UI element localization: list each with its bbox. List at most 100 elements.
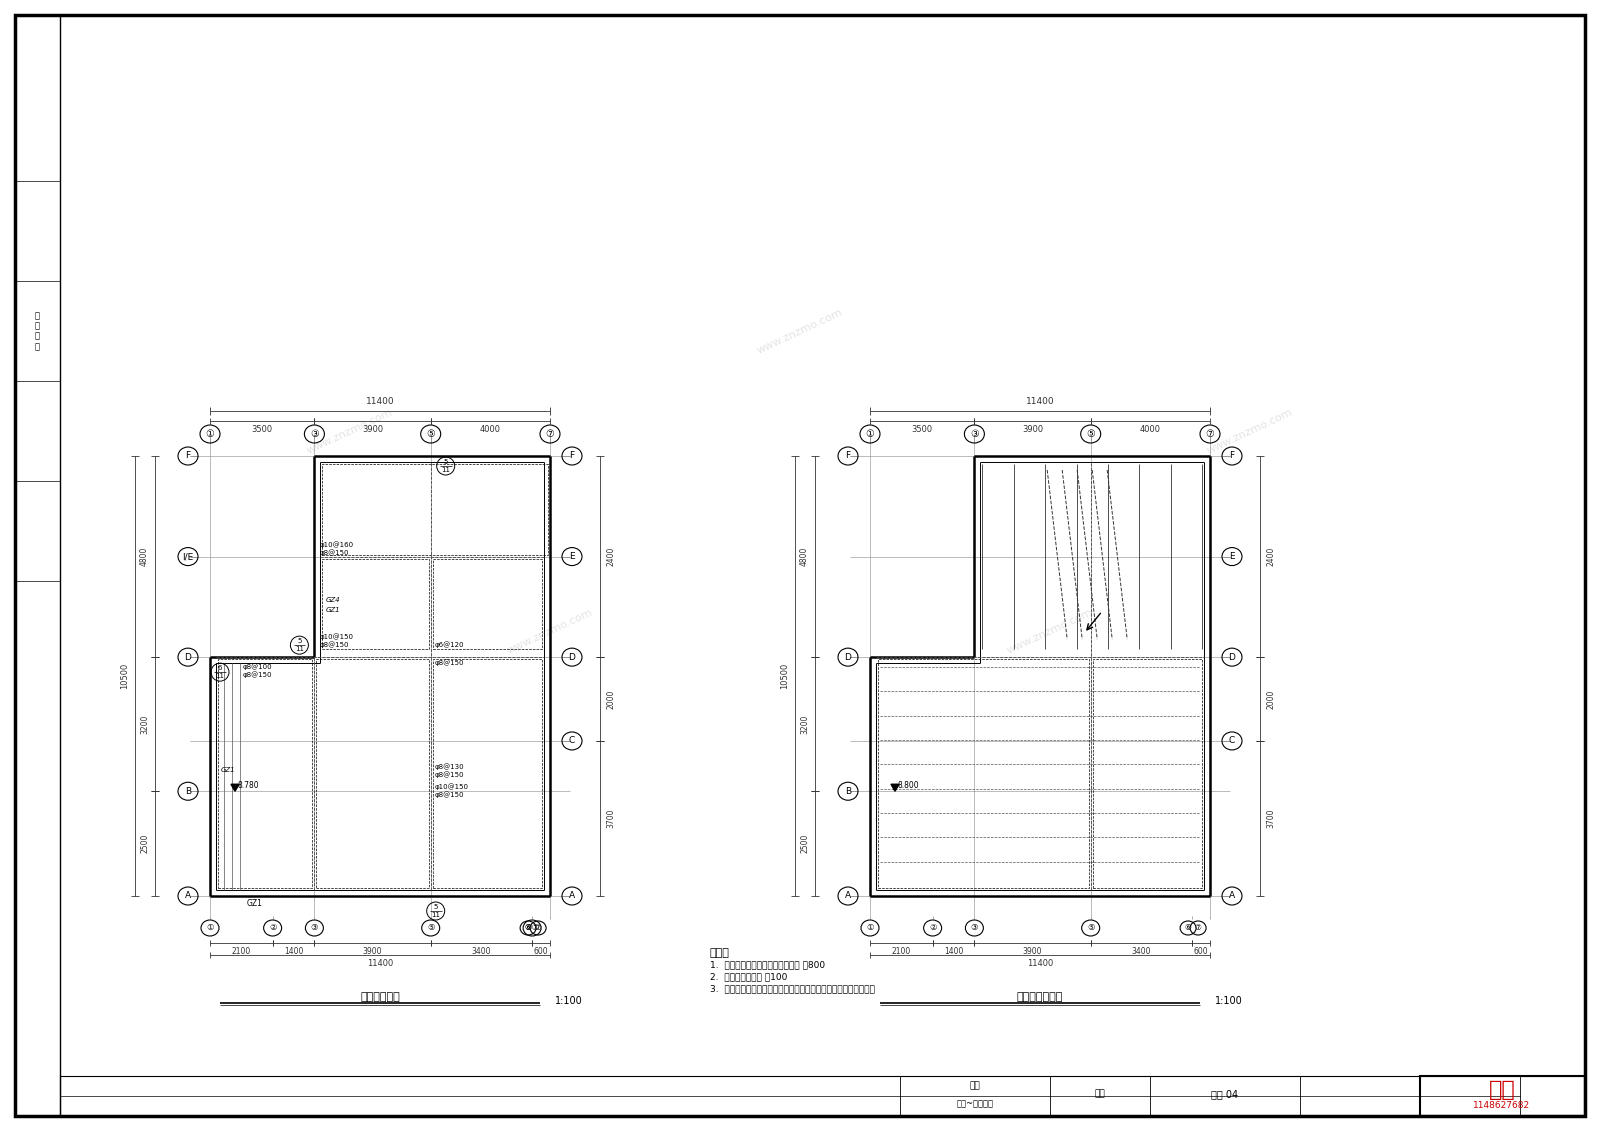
Text: 11400: 11400 xyxy=(1026,397,1054,406)
Bar xyxy=(61,1076,1586,1116)
Text: A: A xyxy=(570,891,574,900)
Text: ③: ③ xyxy=(971,924,978,932)
Text: ⑥⑦: ⑥⑦ xyxy=(525,924,539,932)
Bar xyxy=(1421,1076,1586,1116)
Text: F: F xyxy=(570,451,574,460)
Text: ⑦: ⑦ xyxy=(534,924,541,932)
Text: ⑤: ⑤ xyxy=(426,429,435,439)
Text: ⑤: ⑤ xyxy=(1086,429,1094,439)
Text: φ8@150: φ8@150 xyxy=(435,771,464,778)
Text: 3500: 3500 xyxy=(912,425,933,434)
Bar xyxy=(322,559,429,649)
Text: 3900: 3900 xyxy=(363,947,382,956)
Text: F: F xyxy=(186,451,190,460)
Bar xyxy=(432,559,542,649)
Text: 3900: 3900 xyxy=(1022,425,1043,434)
Text: 11: 11 xyxy=(216,673,224,679)
Text: 11: 11 xyxy=(294,646,304,651)
Text: E: E xyxy=(570,552,574,561)
Text: 10500: 10500 xyxy=(781,663,789,689)
Text: 屋面结构平面图: 屋面结构平面图 xyxy=(1018,992,1062,1002)
Text: 3700: 3700 xyxy=(606,809,614,828)
Text: φ6@120: φ6@120 xyxy=(435,641,464,648)
Text: 知末: 知末 xyxy=(1488,1080,1515,1100)
Text: A: A xyxy=(845,891,851,900)
Text: 3.  凡与砖或混凝土接触的木材表面均应涂氯化钓或水柚二遂防腐。: 3. 凡与砖或混凝土接触的木材表面均应涂氯化钓或水柚二遂防腐。 xyxy=(710,984,875,993)
Text: 2500: 2500 xyxy=(141,834,149,853)
Text: φ8@130: φ8@130 xyxy=(435,762,464,769)
Text: 1400: 1400 xyxy=(944,947,963,956)
Bar xyxy=(317,659,429,888)
Polygon shape xyxy=(230,784,238,792)
Text: 11400: 11400 xyxy=(1027,959,1053,968)
Text: ⑦: ⑦ xyxy=(1206,429,1214,439)
Text: 11400: 11400 xyxy=(366,959,394,968)
Polygon shape xyxy=(891,784,899,792)
Text: 3900: 3900 xyxy=(362,425,382,434)
Text: 1:100: 1:100 xyxy=(555,996,582,1005)
Text: 屋盖结构平面: 屋盖结构平面 xyxy=(360,992,400,1002)
Text: ②: ② xyxy=(269,924,277,932)
Text: 3700: 3700 xyxy=(1266,809,1275,828)
Bar xyxy=(218,659,312,888)
Text: φ8@150: φ8@150 xyxy=(242,672,272,679)
Text: 4000: 4000 xyxy=(1139,425,1162,434)
Text: 2400: 2400 xyxy=(606,547,614,567)
Bar xyxy=(1093,659,1202,888)
Text: www.znzmo.com: www.znzmo.com xyxy=(1005,606,1094,655)
Text: 5: 5 xyxy=(298,638,301,645)
Bar xyxy=(322,464,547,554)
Text: φ10@150: φ10@150 xyxy=(435,783,469,789)
Text: www.znzmo.com: www.znzmo.com xyxy=(506,606,595,655)
Text: ②: ② xyxy=(930,924,936,932)
Text: 11: 11 xyxy=(442,467,450,473)
Text: www.znzmo.com: www.znzmo.com xyxy=(306,407,395,456)
Text: www.znzmo.com: www.znzmo.com xyxy=(755,307,845,355)
Text: 3400: 3400 xyxy=(472,947,491,956)
Text: GZ1: GZ1 xyxy=(325,607,341,613)
Text: ③: ③ xyxy=(310,429,318,439)
Text: 2100: 2100 xyxy=(232,947,251,956)
Text: ①: ① xyxy=(866,924,874,932)
Text: D: D xyxy=(1229,653,1235,662)
Text: ③: ③ xyxy=(970,429,979,439)
Text: GZ4: GZ4 xyxy=(325,597,341,603)
Text: 说明：: 说明： xyxy=(710,948,730,958)
Text: φ8@150: φ8@150 xyxy=(320,549,349,555)
Text: D: D xyxy=(568,653,576,662)
Text: A: A xyxy=(186,891,190,900)
Text: ⑦: ⑦ xyxy=(546,429,554,439)
Text: ⑦: ⑦ xyxy=(1195,924,1202,932)
Text: 2500: 2500 xyxy=(800,834,810,853)
Text: 4800: 4800 xyxy=(141,547,149,567)
Text: 3200: 3200 xyxy=(141,715,149,734)
Text: 3900: 3900 xyxy=(1022,947,1042,956)
Text: ①: ① xyxy=(206,429,214,439)
Text: C: C xyxy=(570,736,574,745)
Text: 600: 600 xyxy=(1194,947,1208,956)
Text: φ10@150: φ10@150 xyxy=(320,633,354,640)
Text: 1400: 1400 xyxy=(283,947,302,956)
Text: 1148627682: 1148627682 xyxy=(1474,1102,1531,1111)
Text: 1.  樼条采用杉木，水平间距不大于 ．800: 1. 樼条采用杉木，水平间距不大于 ．800 xyxy=(710,960,826,969)
Text: ⑤: ⑤ xyxy=(1086,924,1094,932)
Text: 600: 600 xyxy=(534,947,549,956)
Text: 4000: 4000 xyxy=(480,425,501,434)
Text: 11: 11 xyxy=(432,912,440,917)
Text: ①: ① xyxy=(206,924,214,932)
Text: 6: 6 xyxy=(218,665,222,672)
Text: F: F xyxy=(845,451,851,460)
Text: φ8@150: φ8@150 xyxy=(320,641,349,648)
Text: www.znzmo.com: www.znzmo.com xyxy=(1205,407,1294,456)
Text: GZ1: GZ1 xyxy=(246,899,262,908)
Text: 10500: 10500 xyxy=(120,663,130,689)
Text: C: C xyxy=(1229,736,1235,745)
Text: 2000: 2000 xyxy=(606,690,614,709)
Text: 3200: 3200 xyxy=(800,715,810,734)
Text: 图名: 图名 xyxy=(970,1081,981,1090)
Text: 2000: 2000 xyxy=(1266,690,1275,709)
Text: 屋盖~屋面结构: 屋盖~屋面结构 xyxy=(957,1099,994,1108)
Bar xyxy=(432,659,542,888)
Text: ⑥: ⑥ xyxy=(1184,924,1192,932)
Text: 1:100: 1:100 xyxy=(1214,996,1243,1005)
